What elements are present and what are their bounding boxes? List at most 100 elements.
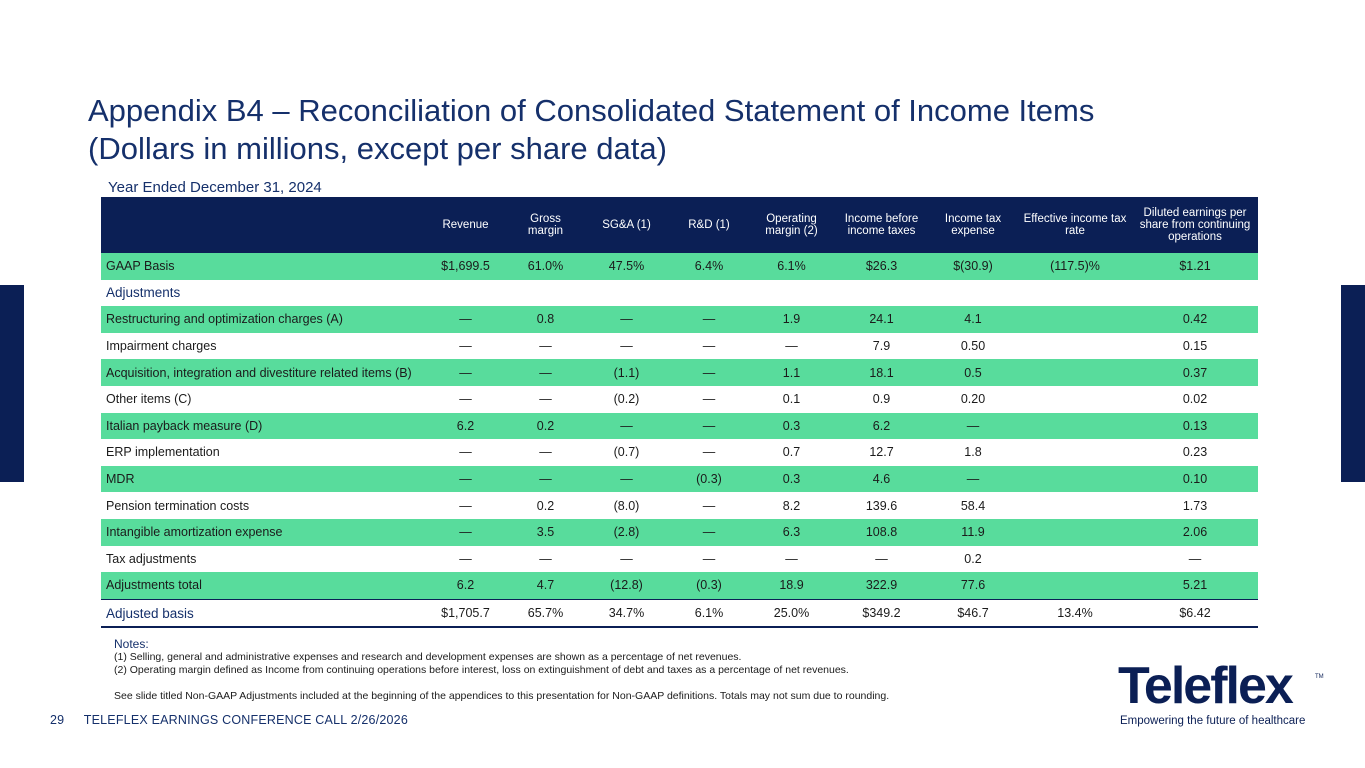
row-label: GAAP Basis: [101, 253, 423, 280]
table-cell: (8.0): [613, 498, 640, 513]
table-cell: 1.73: [1182, 498, 1208, 513]
table-row: Impairment charges — — — — — 7.9 0.50 0.15: [101, 333, 1258, 360]
logo-trademark: TM: [1315, 674, 1324, 680]
table-row: Adjustments total 6.2 4.7 (12.8) (0.3) 18.9 32…: [101, 572, 1258, 600]
table-cell: —: [928, 465, 1018, 493]
table-cell: [1018, 518, 1132, 546]
table-cell: (117.5)%: [1018, 253, 1132, 280]
table-cell: [508, 280, 583, 307]
table-cell: —: [702, 551, 716, 566]
table-cell: —: [928, 412, 1018, 440]
table-cell: [1018, 439, 1132, 466]
table-cell: $1,699.5: [423, 253, 508, 280]
table-cell: 18.9: [748, 572, 835, 600]
teleflex-logo: Teleflex TM Empowering the future of hea…: [1118, 660, 1330, 730]
notes-section: Notes: (1) Selling, general and administ…: [114, 638, 889, 703]
column-header: Operating margin (2): [748, 197, 835, 253]
row-label: Italian payback measure (D): [101, 412, 423, 440]
table-cell: 58.4: [960, 498, 986, 513]
table-cell: —: [875, 551, 888, 566]
row-label: ERP implementation: [106, 445, 220, 460]
table-row: Restructuring and optimization charges (…: [101, 306, 1258, 333]
table-cell: —: [583, 412, 670, 440]
table-row: Acquisition, integration and divestiture…: [101, 359, 1258, 386]
table-cell: 0.2: [508, 412, 583, 440]
table-body: GAAP Basis $1,699.5 61.0% 47.5% 6.4% 6.1% $26.…: [101, 253, 1258, 629]
notes-heading: Notes:: [114, 637, 149, 651]
table-cell: 0.02: [1182, 392, 1208, 407]
table-row: ERP implementation — — (0.7) — 0.7 12.7 1.8 0.23: [101, 439, 1258, 466]
table-cell: 12.7: [869, 445, 894, 460]
table-cell: 24.1: [835, 306, 928, 333]
table-cell: 11.9: [928, 518, 1018, 546]
column-header: Gross margin: [508, 197, 583, 253]
table-cell: 61.0%: [508, 253, 583, 280]
table-cell: [928, 280, 1018, 307]
table-cell: 0.8: [508, 306, 583, 333]
row-label: Intangible amortization expense: [101, 518, 423, 546]
table-cell: [1018, 412, 1132, 440]
table-cell: 6.1%: [748, 253, 835, 280]
table-row: Tax adjustments — — — — — — 0.2 —: [101, 546, 1258, 573]
table-cell: [1018, 465, 1132, 493]
column-header: Diluted earnings per share from continui…: [1132, 197, 1258, 253]
table-cell: 4.6: [835, 465, 928, 493]
table-cell: (1.1): [583, 359, 670, 386]
table-cell: 0.50: [960, 339, 986, 354]
row-label: Tax adjustments: [106, 551, 197, 566]
table-cell: 18.1: [835, 359, 928, 386]
table-cell: —: [539, 339, 552, 354]
table-cell: 108.8: [835, 518, 928, 546]
table-cell: —: [508, 465, 583, 493]
note-2: (2) Operating margin defined as Income f…: [114, 664, 849, 676]
table-cell: [1018, 546, 1132, 573]
row-label: Adjusted basis: [101, 598, 423, 629]
table-cell: —: [459, 339, 472, 354]
table-cell: [748, 280, 835, 307]
column-header: Revenue: [423, 197, 508, 253]
table-cell: 0.1: [782, 392, 801, 407]
table-cell: 77.6: [928, 572, 1018, 600]
table-cell: —: [539, 551, 552, 566]
table-cell: 7.9: [872, 339, 891, 354]
table-cell: (12.8): [583, 572, 670, 600]
column-header: Income before income taxes: [835, 197, 928, 253]
row-label: Acquisition, integration and divestiture…: [101, 359, 423, 386]
table-cell: [423, 280, 508, 307]
table-cell: 1.8: [964, 445, 982, 460]
table-cell: 13.4%: [1018, 598, 1132, 629]
row-label: Other items (C): [106, 392, 192, 407]
table-cell: 34.7%: [583, 598, 670, 629]
table-cell: 0.9: [872, 392, 891, 407]
table-cell: (0.7): [613, 445, 640, 460]
table-cell: 0.15: [1182, 339, 1208, 354]
table-cell: 0.10: [1132, 465, 1258, 493]
table-cell: 0.42: [1132, 306, 1258, 333]
table-cell: 322.9: [835, 572, 928, 600]
table-cell: 6.2: [423, 572, 508, 600]
table-cell: [670, 280, 748, 307]
column-header: SG&A (1): [583, 197, 670, 253]
table-cell: [1018, 492, 1132, 519]
table-row: Intangible amortization expense —3.5 (2.8)…: [101, 518, 1258, 546]
table-cell: [1132, 280, 1258, 307]
column-header: R&D (1): [670, 197, 748, 253]
title-line-2: (Dollars in millions, except per share d…: [88, 131, 667, 166]
table-cell: 0.13: [1132, 412, 1258, 440]
table-cell: —: [423, 465, 508, 493]
table-row: Adjusted basis $1,705.7 65.7% 34.7% 6.1% 25.0…: [101, 598, 1258, 629]
table-cell: [835, 280, 928, 307]
table-cell: 5.21: [1132, 572, 1258, 600]
table-cell: [1018, 359, 1132, 386]
table-cell: 0.7: [782, 445, 801, 460]
table-row: MDR — — — (0.3) 0.3 4.6—0.10: [101, 465, 1258, 493]
page-number: 29: [50, 713, 65, 727]
table-cell: —: [670, 412, 748, 440]
table-cell: 139.6: [865, 498, 898, 513]
table-header-row: Revenue Gross margin SG&A (1) R&D (1) Op…: [101, 197, 1258, 253]
table-cell: —: [423, 359, 508, 386]
note-3: See slide titled Non-GAAP Adjustments in…: [114, 690, 890, 702]
left-accent-bar: [0, 285, 24, 482]
column-header: [101, 197, 423, 253]
table-cell: 1.9: [748, 306, 835, 333]
